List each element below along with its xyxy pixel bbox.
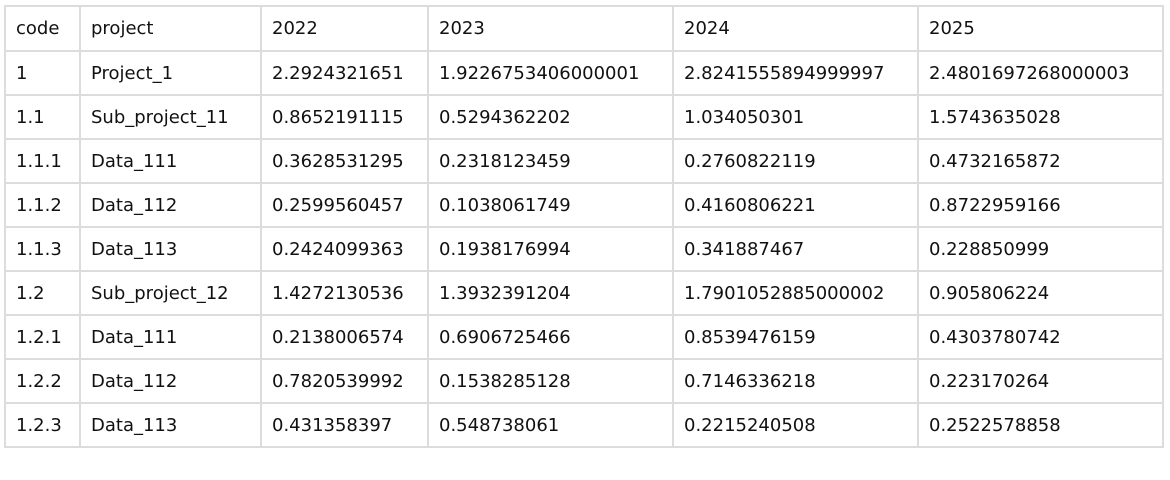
cell-project: Data_112 — [79, 182, 262, 228]
cell-code: 1.1.2 — [4, 182, 81, 228]
cell-2025: 0.905806224 — [917, 270, 1164, 316]
table-row: 1.2.3 Data_113 0.431358397 0.548738061 0… — [4, 402, 1164, 448]
table-row: 1.1.3 Data_113 0.2424099363 0.1938176994… — [4, 226, 1164, 272]
table-row: 1.1.2 Data_112 0.2599560457 0.1038061749… — [4, 182, 1164, 228]
cell-2024: 0.341887467 — [672, 226, 919, 272]
cell-code: 1.1.1 — [4, 138, 81, 184]
cell-2023: 1.9226753406000001 — [427, 50, 674, 96]
cell-2025: 1.5743635028 — [917, 94, 1164, 140]
cell-code: 1.2 — [4, 270, 81, 316]
cell-2025: 0.4732165872 — [917, 138, 1164, 184]
table-row: 1.1 Sub_project_11 0.8652191115 0.529436… — [4, 94, 1164, 140]
cell-project: Project_1 — [79, 50, 262, 96]
cell-project: Data_111 — [79, 314, 262, 360]
cell-2024: 0.4160806221 — [672, 182, 919, 228]
table-container: code project 2022 2023 2024 2025 1 Proje… — [4, 5, 1164, 448]
cell-2022: 0.7820539992 — [260, 358, 429, 404]
column-header-project: project — [79, 5, 262, 52]
cell-2025: 0.228850999 — [917, 226, 1164, 272]
cell-code: 1.1 — [4, 94, 81, 140]
header-row: code project 2022 2023 2024 2025 — [4, 5, 1164, 52]
table-row: 1.2.1 Data_111 0.2138006574 0.6906725466… — [4, 314, 1164, 360]
cell-2022: 1.4272130536 — [260, 270, 429, 316]
cell-2024: 1.034050301 — [672, 94, 919, 140]
cell-2023: 0.1938176994 — [427, 226, 674, 272]
cell-2025: 0.8722959166 — [917, 182, 1164, 228]
cell-2024: 1.7901052885000002 — [672, 270, 919, 316]
cell-code: 1.1.3 — [4, 226, 81, 272]
cell-2024: 0.2215240508 — [672, 402, 919, 448]
cell-2024: 0.8539476159 — [672, 314, 919, 360]
cell-2023: 0.5294362202 — [427, 94, 674, 140]
cell-project: Sub_project_12 — [79, 270, 262, 316]
column-header-2024: 2024 — [672, 5, 919, 52]
cell-2024: 2.8241555894999997 — [672, 50, 919, 96]
cell-code: 1.2.1 — [4, 314, 81, 360]
cell-2025: 2.4801697268000003 — [917, 50, 1164, 96]
column-header-2023: 2023 — [427, 5, 674, 52]
cell-2023: 0.2318123459 — [427, 138, 674, 184]
cell-2023: 0.548738061 — [427, 402, 674, 448]
cell-project: Data_113 — [79, 226, 262, 272]
cell-2023: 1.3932391204 — [427, 270, 674, 316]
cell-2022: 0.2599560457 — [260, 182, 429, 228]
cell-2022: 0.8652191115 — [260, 94, 429, 140]
cell-project: Sub_project_11 — [79, 94, 262, 140]
table-row: 1.2.2 Data_112 0.7820539992 0.1538285128… — [4, 358, 1164, 404]
cell-2022: 2.2924321651 — [260, 50, 429, 96]
table-row: 1.1.1 Data_111 0.3628531295 0.2318123459… — [4, 138, 1164, 184]
cell-code: 1.2.2 — [4, 358, 81, 404]
column-header-2025: 2025 — [917, 5, 1164, 52]
cell-2024: 0.7146336218 — [672, 358, 919, 404]
cell-project: Data_111 — [79, 138, 262, 184]
cell-2025: 0.223170264 — [917, 358, 1164, 404]
cell-2022: 0.2424099363 — [260, 226, 429, 272]
cell-2022: 0.3628531295 — [260, 138, 429, 184]
cell-2022: 0.431358397 — [260, 402, 429, 448]
cell-project: Data_112 — [79, 358, 262, 404]
cell-code: 1.2.3 — [4, 402, 81, 448]
table-row: 1 Project_1 2.2924321651 1.9226753406000… — [4, 50, 1164, 96]
cell-2023: 0.1538285128 — [427, 358, 674, 404]
data-table: code project 2022 2023 2024 2025 1 Proje… — [4, 5, 1164, 448]
table-row: 1.2 Sub_project_12 1.4272130536 1.393239… — [4, 270, 1164, 316]
cell-project: Data_113 — [79, 402, 262, 448]
cell-code: 1 — [4, 50, 81, 96]
cell-2025: 0.2522578858 — [917, 402, 1164, 448]
cell-2025: 0.4303780742 — [917, 314, 1164, 360]
cell-2023: 0.6906725466 — [427, 314, 674, 360]
cell-2023: 0.1038061749 — [427, 182, 674, 228]
cell-2022: 0.2138006574 — [260, 314, 429, 360]
column-header-2022: 2022 — [260, 5, 429, 52]
cell-2024: 0.2760822119 — [672, 138, 919, 184]
column-header-code: code — [4, 5, 81, 52]
